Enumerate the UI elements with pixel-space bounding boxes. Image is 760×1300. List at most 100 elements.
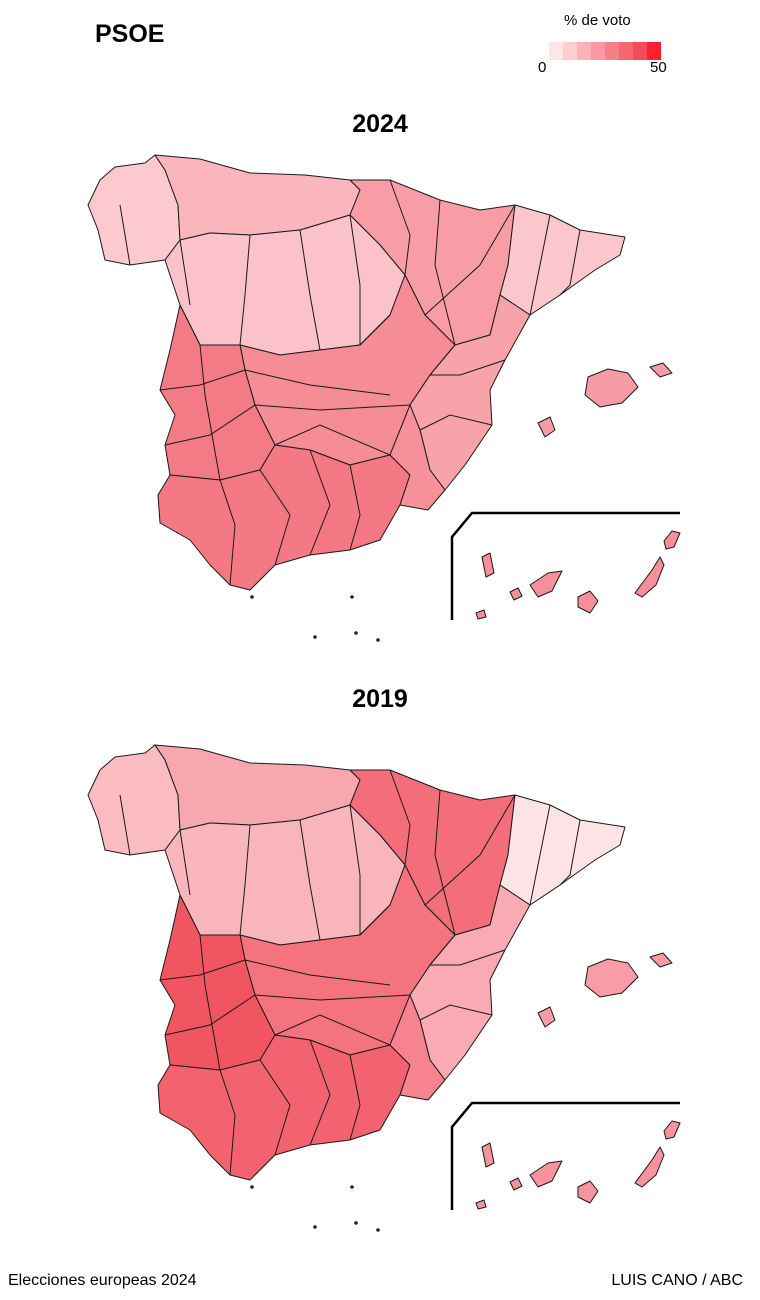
region-murcia bbox=[389, 994, 446, 1101]
province-border bbox=[164, 994, 256, 1036]
islet-marker bbox=[354, 631, 358, 635]
province-border bbox=[239, 824, 251, 936]
map-2024 bbox=[87, 154, 681, 642]
region-andalucia bbox=[157, 444, 411, 591]
map-2019 bbox=[87, 744, 681, 1232]
region-fuerteventura bbox=[634, 556, 665, 598]
province-border bbox=[309, 1039, 331, 1146]
region-tenerife bbox=[529, 570, 563, 598]
legend-swatch bbox=[591, 42, 605, 60]
province-border bbox=[529, 804, 551, 906]
legend-swatch bbox=[605, 42, 619, 60]
province-border bbox=[434, 789, 456, 936]
province-border bbox=[529, 214, 551, 316]
province-border bbox=[254, 994, 411, 1001]
province-border bbox=[119, 794, 131, 856]
islet-marker bbox=[250, 1185, 254, 1189]
region-tenerife bbox=[529, 1160, 563, 1188]
legend-swatch bbox=[577, 42, 591, 60]
province-border bbox=[244, 959, 391, 986]
legend-max-label: 50 bbox=[650, 59, 667, 76]
region-el-hierro bbox=[475, 1199, 487, 1210]
region-la-gomera bbox=[509, 587, 523, 601]
islet-marker bbox=[350, 1185, 354, 1189]
region-la-palma bbox=[481, 1142, 495, 1168]
province-border bbox=[259, 469, 291, 566]
region-castilla-leon bbox=[164, 214, 406, 356]
province-border bbox=[254, 404, 411, 411]
region-ibiza bbox=[537, 416, 556, 438]
province-border bbox=[434, 199, 456, 346]
province-border bbox=[274, 1014, 391, 1046]
province-border bbox=[389, 179, 411, 276]
islet-marker bbox=[350, 595, 354, 599]
province-border bbox=[274, 424, 391, 456]
province-border bbox=[349, 804, 361, 935]
islet-marker bbox=[376, 1228, 380, 1232]
province-border bbox=[199, 344, 221, 481]
footer-credit: LUIS CANO / ABC bbox=[611, 1272, 743, 1289]
map-2019-title: 2019 bbox=[352, 685, 408, 713]
province-border bbox=[430, 949, 506, 966]
region-murcia bbox=[389, 404, 446, 511]
region-mallorca bbox=[584, 958, 639, 998]
footer-source: Elecciones europeas 2024 bbox=[8, 1272, 197, 1289]
province-border bbox=[359, 904, 391, 936]
province-border bbox=[559, 819, 581, 886]
province-border bbox=[349, 214, 361, 345]
province-border bbox=[119, 204, 131, 266]
province-border bbox=[309, 449, 331, 556]
legend-title: % de voto bbox=[564, 12, 631, 29]
region-catalonia bbox=[499, 204, 626, 316]
province-border bbox=[164, 404, 256, 446]
region-mallorca bbox=[584, 368, 639, 408]
map-2024-title: 2024 bbox=[352, 110, 408, 138]
islet-marker bbox=[313, 1225, 317, 1229]
province-border bbox=[219, 479, 236, 586]
islet-marker bbox=[376, 638, 380, 642]
province-border bbox=[359, 314, 391, 346]
canarias-inset-frame bbox=[450, 1101, 680, 1210]
province-border bbox=[239, 234, 251, 346]
region-gran-canaria bbox=[577, 1180, 599, 1204]
party-title: PSOE bbox=[95, 20, 165, 48]
province-border bbox=[299, 819, 321, 941]
region-lanzarote bbox=[663, 1120, 681, 1140]
legend-swatch bbox=[633, 42, 647, 60]
province-border bbox=[349, 1054, 361, 1141]
region-el-hierro bbox=[475, 609, 487, 620]
province-border bbox=[244, 369, 391, 396]
legend-color-scale bbox=[549, 42, 661, 60]
province-border bbox=[179, 829, 191, 896]
province-border bbox=[349, 464, 361, 551]
legend-swatch bbox=[563, 42, 577, 60]
region-catalonia bbox=[499, 794, 626, 906]
region-gran-canaria bbox=[577, 590, 599, 614]
region-la-palma bbox=[481, 552, 495, 578]
region-andalucia bbox=[157, 1034, 411, 1181]
region-menorca bbox=[649, 952, 673, 968]
province-border bbox=[219, 1069, 236, 1176]
islet-marker bbox=[250, 595, 254, 599]
legend-swatch bbox=[647, 42, 661, 60]
province-border bbox=[419, 1004, 493, 1021]
region-castilla-leon bbox=[164, 804, 406, 946]
canarias-inset-frame bbox=[450, 511, 680, 620]
region-fuerteventura bbox=[634, 1146, 665, 1188]
region-menorca bbox=[649, 362, 673, 378]
province-border bbox=[179, 239, 191, 306]
region-lanzarote bbox=[663, 530, 681, 550]
province-border bbox=[199, 934, 221, 1071]
legend-swatch bbox=[619, 42, 633, 60]
province-border bbox=[159, 369, 246, 391]
islet-marker bbox=[313, 635, 317, 639]
province-border bbox=[299, 229, 321, 351]
legend-swatch bbox=[549, 42, 563, 60]
province-border bbox=[159, 959, 246, 981]
color-legend: % de voto 0 50 bbox=[530, 12, 680, 78]
province-border bbox=[259, 1059, 291, 1156]
region-la-gomera bbox=[509, 1177, 523, 1191]
province-border bbox=[419, 414, 493, 431]
islet-marker bbox=[354, 1221, 358, 1225]
region-ibiza bbox=[537, 1006, 556, 1028]
